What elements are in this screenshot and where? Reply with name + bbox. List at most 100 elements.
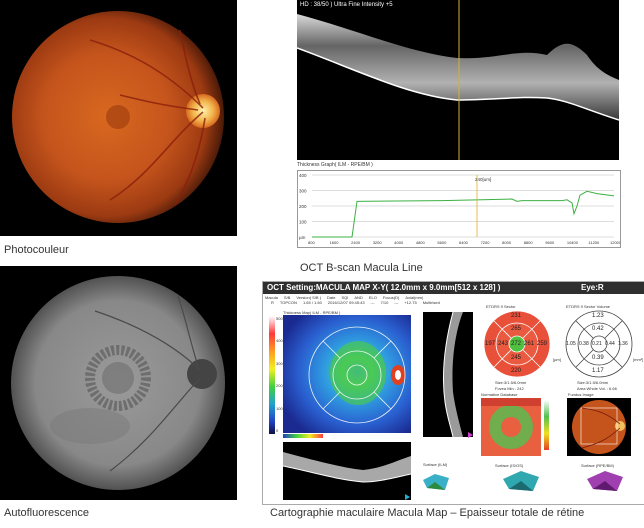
- patient-header-cell: AND: [354, 295, 363, 300]
- surface-isos-label: Surface (IS/OS): [495, 463, 524, 468]
- surface-ilm: [421, 472, 451, 492]
- patient-header-cell: Date: [327, 295, 336, 300]
- patient-headers: Macula S/B Version( S/B ) Date SQI AND ELO Focu…: [265, 295, 565, 300]
- normative-map-svg: [481, 398, 541, 456]
- graph-y-tick: 100: [299, 220, 307, 225]
- fundus-thumb: [567, 398, 631, 456]
- normative-title: Normative Database: [481, 392, 518, 397]
- volume-bottom-outer: 1.17: [592, 368, 604, 374]
- sector-top-inner: 265: [511, 326, 522, 332]
- autofluo-image: [11, 276, 225, 490]
- surface-rpe-svg: [587, 471, 623, 491]
- scale-label: 300: [276, 360, 283, 366]
- graph-x-tick: 6400: [459, 240, 469, 245]
- color-scale-bar: [269, 316, 275, 434]
- horizontal-bscan-svg: [282, 452, 412, 483]
- patient-value-cell: ---: [394, 300, 399, 305]
- oct-bscan-image: [296, 0, 620, 160]
- vertical-bscan-marker: [468, 432, 473, 438]
- sector-bottom-outer: 220: [511, 368, 522, 374]
- scale-label: 200: [276, 383, 283, 389]
- volume-left-inner: 0.38: [579, 341, 589, 347]
- volume-note2: Area Whole Vol. : 6.66: [577, 386, 617, 391]
- surface-rpe: [585, 469, 625, 493]
- surface-isos: [501, 469, 541, 493]
- patient-value-cell: 1.65 / 1.60: [302, 300, 322, 305]
- volume-bottom-inner: 0.39: [592, 355, 604, 361]
- etdrs-volume-svg: [565, 310, 633, 378]
- oct-bscan-header: HD : 38/50 ) Ultra Fine Intensity +5: [300, 2, 393, 8]
- patient-value-cell: ---: [370, 300, 375, 305]
- graph-x-tick: 4800: [416, 240, 426, 245]
- etdrs-sector-svg: [483, 310, 551, 378]
- patient-value-cell: Multirised: [422, 300, 440, 305]
- scale-label: 0: [276, 428, 279, 433]
- map-eye: Eye:R: [581, 283, 604, 292]
- surface-isos-svg: [503, 471, 539, 491]
- surface-ilm-label: Surface (ILM): [423, 462, 448, 467]
- graph-x-tick: 2400: [351, 240, 361, 245]
- caption-autofluo: Autofluorescence: [4, 507, 89, 519]
- patient-values: R TOPCON 1.65 / 1.60 2016/12/07 09:45:43 ---…: [265, 300, 565, 305]
- scale-label: 100: [276, 405, 283, 411]
- graph-x-tick: 8800: [524, 240, 534, 245]
- sector-top-outer: 231: [511, 313, 522, 319]
- autofluo-panel: [0, 266, 237, 500]
- volume-right-outer: 1.36: [618, 341, 628, 347]
- volume-unit: [mm³]: [633, 357, 644, 362]
- thickness-curve: [312, 190, 615, 238]
- volume-center: 0.21: [592, 341, 602, 347]
- volume-top-outer: 1.23: [592, 313, 604, 319]
- horizontal-bscan: [282, 442, 412, 500]
- normative-map: [481, 398, 541, 456]
- caption-photo: Photocouleur: [4, 244, 69, 256]
- vertical-bscan-svg: [442, 311, 463, 438]
- volume-top-inner: 0.42: [592, 326, 604, 332]
- patient-value-cell: R: [271, 300, 274, 305]
- thickness-map-legend: [283, 434, 323, 438]
- fundus-title: Fundus Image: [568, 392, 594, 397]
- sector-right-outer: 259: [537, 341, 548, 347]
- patient-value-cell: 2016/12/07 09:45:43: [327, 300, 365, 305]
- graph-x-tick: 3200: [373, 240, 383, 245]
- thickness-map-image: [283, 315, 411, 433]
- sector-left-outer: 197: [485, 341, 496, 347]
- thickness-map-svg: [283, 315, 411, 433]
- graph-x-tick: 5600: [437, 240, 447, 245]
- volume-note1: Size:3/1.5/6.0mm: [577, 380, 609, 385]
- sector-center: 272: [511, 341, 522, 347]
- graph-x-tick: 11200: [588, 240, 600, 245]
- sector-right-inner: 261: [524, 341, 535, 347]
- macula-map-report: OCT Setting:MACULA MAP X-Y( 12.0mm x 9.0…: [262, 281, 644, 505]
- patient-header-cell: S/B: [283, 295, 291, 300]
- volume-left-outer: 1.05: [566, 341, 576, 347]
- map-title: OCT Setting:MACULA MAP X-Y( 12.0mm x 9.0…: [267, 283, 501, 292]
- graph-x-tick: 8000: [502, 240, 512, 245]
- sector-note2: Fovea Min : 242: [495, 386, 524, 391]
- etdrs-sector-chart: 231 265 197 243 272 261 259 245 220: [483, 310, 551, 378]
- etdrs-sector-title: ETDRS 9 Sector: [486, 304, 516, 309]
- patient-value-cell: +12.75: [404, 300, 417, 305]
- sector-unit: [µm]: [553, 357, 561, 362]
- sector-bottom-inner: 245: [511, 355, 522, 361]
- patient-info: Macula S/B Version( S/B ) Date SQI AND ELO Focu…: [265, 295, 565, 309]
- scale-label: 500: [276, 316, 283, 321]
- patient-header-cell: Version( S/B ): [296, 295, 322, 300]
- graph-x-tick: 9600: [545, 240, 555, 245]
- patient-value-cell: 7/10: [380, 300, 389, 305]
- patient-header-cell: SQI: [341, 295, 349, 300]
- etdrs-volume-title: ETDRS 9 Sector Volume: [566, 304, 611, 309]
- caption-oct-line: OCT B-scan Macula Line: [300, 262, 423, 274]
- horizontal-bscan-marker: [405, 494, 410, 500]
- etdrs-volume-chart: 1.23 0.42 1.05 0.38 0.21 0.44 1.36 0.39 …: [565, 310, 633, 378]
- graph-marker-label: 240[um]: [475, 177, 491, 182]
- vertical-bscan: [423, 311, 473, 438]
- oct-thickness-graph-title: Thickness Graph( ILM - RPE/BM ): [297, 162, 373, 168]
- graph-y-tick: 200: [299, 204, 307, 209]
- graph-x-tick: 10400: [567, 240, 579, 245]
- thickness-map-title: Thickness Map( ILM - RPE/BM ): [283, 310, 341, 315]
- graph-x-tick: 800: [308, 240, 315, 245]
- normative-legend: [544, 400, 549, 450]
- graph-x-tick: 12000: [610, 240, 620, 245]
